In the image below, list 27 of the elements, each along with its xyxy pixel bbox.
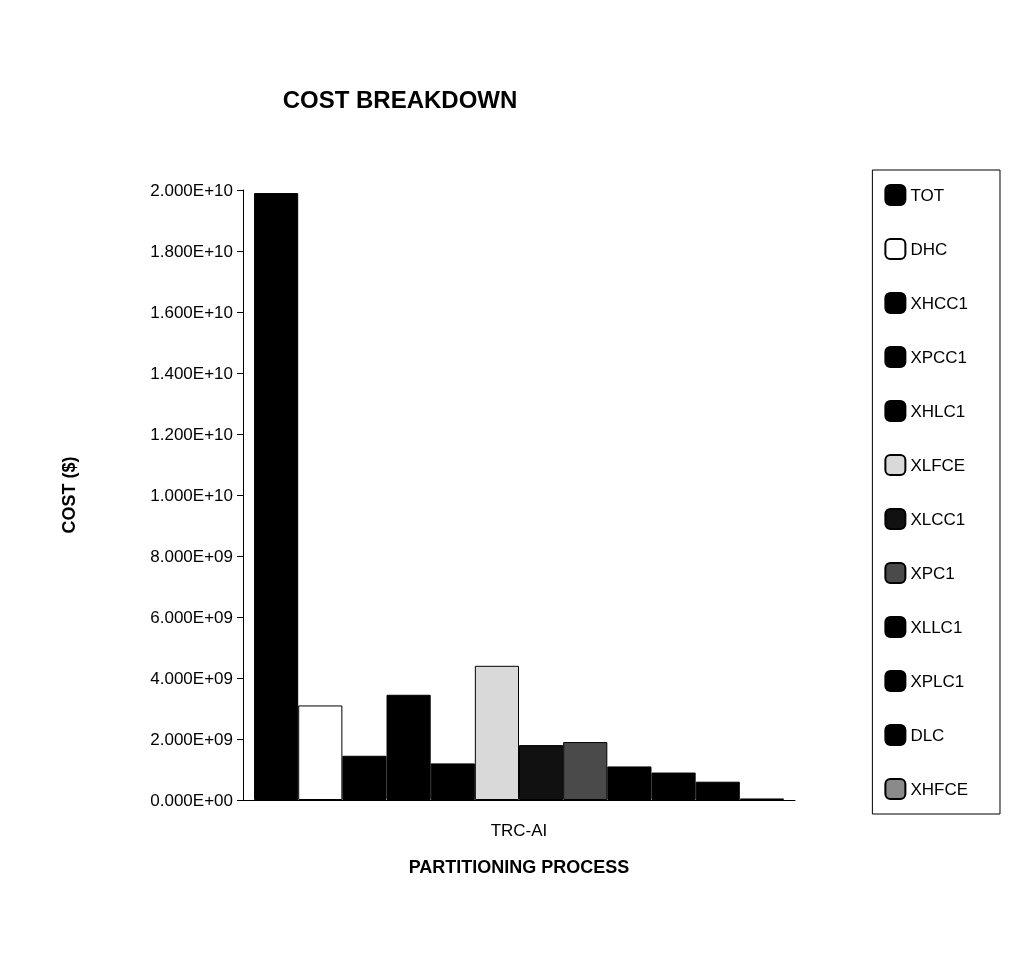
x-axis-title: PARTITIONING PROCESS	[408, 857, 630, 877]
legend-label: XHLC1	[910, 401, 966, 421]
y-tick-label: 1.800E+10	[150, 241, 233, 261]
legend-label: XLLC1	[910, 617, 963, 637]
legend-label: XPLC1	[910, 671, 965, 691]
y-tick-label: 1.000E+10	[150, 485, 233, 505]
legend-label: XHCC1	[910, 293, 968, 313]
legend-label: XLFCE	[910, 455, 966, 475]
y-tick-label: 0.000E+00	[150, 790, 233, 810]
legend-label: TOT	[910, 185, 945, 205]
legend-label: DHC	[910, 239, 948, 259]
legend-label: XHFCE	[910, 779, 968, 799]
y-axis-title: COST ($)	[59, 456, 79, 534]
y-tick-label: 2.000E+09	[150, 729, 233, 749]
legend-label: XPC1	[910, 563, 955, 583]
y-tick-label: 1.600E+10	[150, 302, 233, 322]
y-tick-label: 4.000E+09	[150, 668, 233, 688]
y-tick-label: 2.000E+10	[150, 180, 233, 200]
legend-label: DLC	[910, 725, 945, 745]
legend-label: XPCC1	[910, 347, 968, 367]
y-tick-label: 6.000E+09	[150, 607, 233, 627]
y-tick-label: 1.200E+10	[150, 424, 233, 444]
chart-title: COST BREAKDOWN	[282, 85, 518, 113]
y-tick-label: 8.000E+09	[150, 546, 233, 566]
legend-label: XLCC1	[910, 509, 966, 529]
x-tick-label: TRC-AI	[490, 821, 548, 840]
y-tick-label: 1.400E+10	[150, 363, 233, 383]
